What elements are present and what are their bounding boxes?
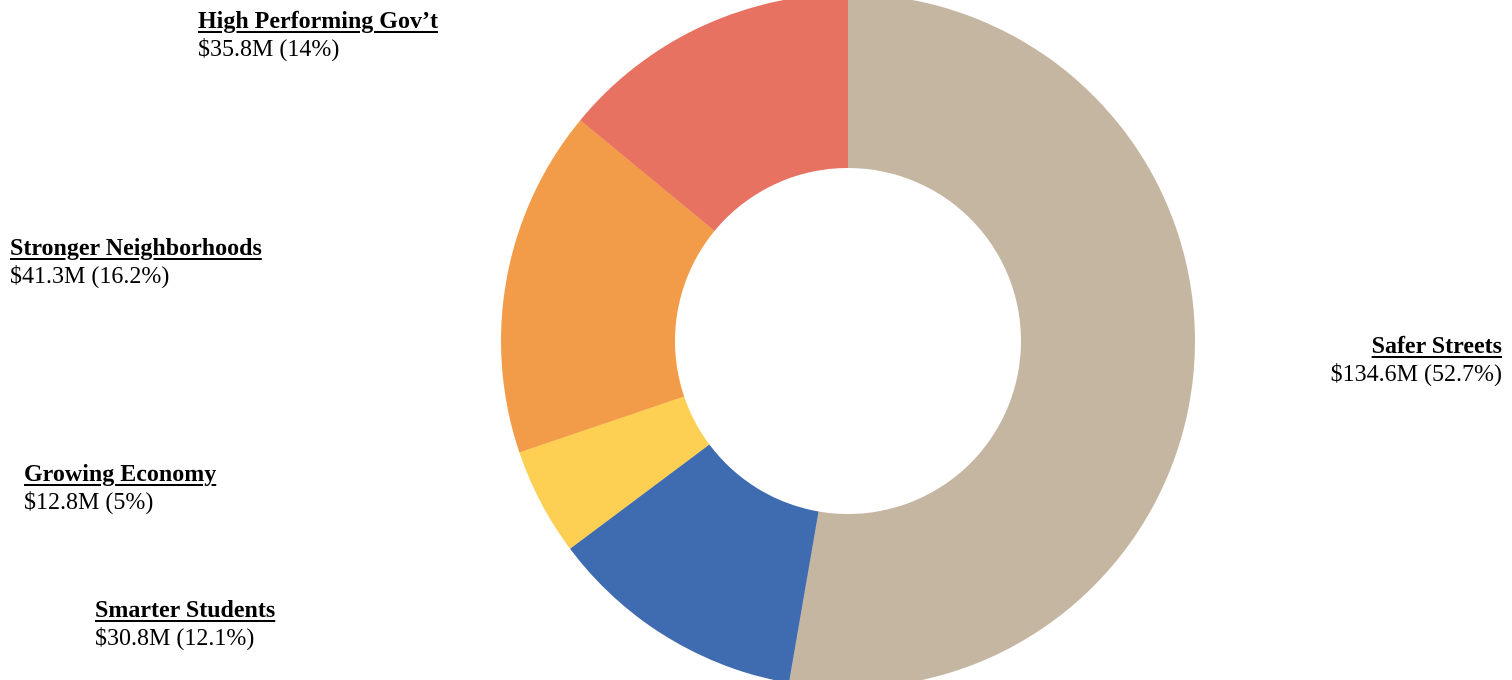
label-smarter-students: Smarter Students $30.8M (12.1%) [95,596,275,652]
slice-safer-streets [789,0,1195,680]
slice-name-smarter-students: Smarter Students [95,597,276,623]
slice-value-smarter-students: $30.8M (12.1%) [95,625,255,651]
slice-value-safer-streets: $134.6M (52.7%) [1330,361,1502,387]
slice-high-performing-gov-t [580,0,848,231]
slice-value-high-performing-govt: $35.8M (14%) [198,36,340,62]
label-high-performing-govt: High Performing Gov’t $35.8M (14%) [198,7,438,63]
slice-name-safer-streets: Safer Streets [1371,333,1502,359]
slice-name-high-performing-govt: High Performing Gov’t [198,8,438,34]
label-stronger-neighborhoods: Stronger Neighborhoods $41.3M (16.2%) [10,234,262,290]
slice-name-growing-economy: Growing Economy [24,461,217,487]
slice-stronger-neighborhoods [501,120,715,453]
slice-name-stronger-neighborhoods: Stronger Neighborhoods [10,235,262,261]
label-growing-economy: Growing Economy $12.8M (5%) [24,460,216,516]
slice-growing-economy [519,396,710,549]
slice-smarter-students [570,444,819,680]
label-safer-streets: Safer Streets $134.6M (52.7%) [1331,332,1502,388]
slice-value-stronger-neighborhoods: $41.3M (16.2%) [10,263,170,289]
slice-value-growing-economy: $12.8M (5%) [24,489,154,515]
